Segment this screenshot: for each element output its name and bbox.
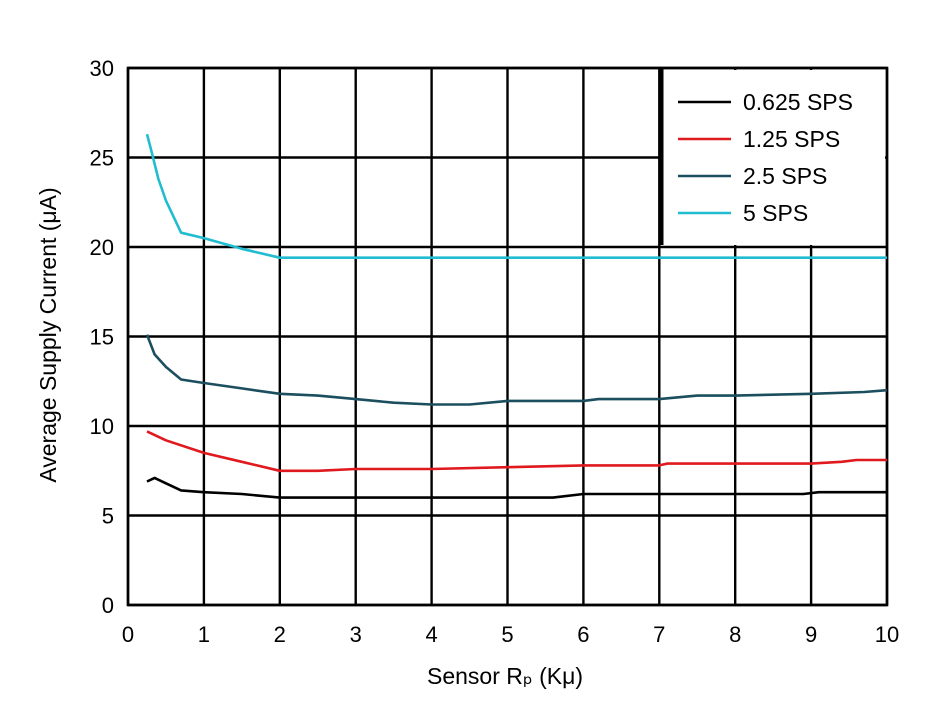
series-line-5-sps (145, 133, 887, 259)
legend-entry-label: 1.25 SPS (743, 126, 840, 152)
y-tick-label: 25 (90, 146, 114, 171)
y-tick-label: 30 (90, 56, 114, 81)
y-tick-label: 10 (90, 414, 114, 439)
x-axis-label: Sensor Rₚ (Kμ) (427, 663, 583, 689)
x-tick-label: 2 (274, 622, 286, 647)
series-line-1-25-sps (146, 430, 887, 473)
y-tick-label: 5 (102, 504, 114, 529)
x-tick-label: 7 (653, 622, 665, 647)
x-tick-label: 1 (198, 622, 210, 647)
x-tick-label: 3 (350, 622, 362, 647)
grid (126, 66, 889, 607)
series-lines (145, 133, 888, 499)
y-tick-label: 15 (90, 325, 114, 350)
series-line-0-625-sps (146, 476, 887, 499)
y-axis-label: Average Supply Current (μA) (35, 187, 61, 482)
x-tick-label: 5 (501, 622, 513, 647)
legend-background (662, 70, 885, 245)
y-tick-label: 0 (102, 593, 114, 618)
x-tick-label: 10 (875, 622, 899, 647)
legend-entry-label: 5 SPS (743, 200, 808, 226)
legend: 0.625 SPS 1.25 SPS 2.5 SPS 5 SPS (660, 68, 885, 245)
x-tick-label: 0 (122, 622, 134, 647)
y-tick-label: 20 (90, 235, 114, 260)
legend-entry-label: 0.625 SPS (743, 89, 853, 115)
x-tick-label: 8 (729, 622, 741, 647)
series-line-2-5-sps (145, 334, 888, 406)
x-tick-label: 6 (577, 622, 589, 647)
x-tick-label: 9 (805, 622, 817, 647)
x-tick-label: 4 (425, 622, 437, 647)
plot-border (126, 66, 889, 607)
tick-labels: 0 1 2 3 4 5 6 7 8 9 10 0 5 10 15 20 25 30 (90, 56, 900, 647)
legend-entry-label: 2.5 SPS (743, 163, 827, 189)
